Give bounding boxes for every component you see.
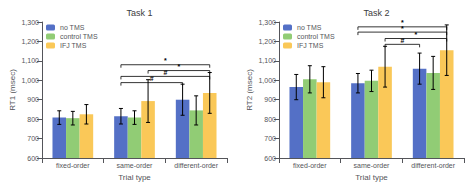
svg-text:Task 2: Task 2 — [363, 8, 389, 18]
svg-text:700: 700 — [264, 135, 276, 142]
svg-text:fixed-order: fixed-order — [56, 162, 90, 169]
svg-text:1,100: 1,100 — [258, 57, 276, 64]
svg-text:1,100: 1,100 — [21, 57, 39, 64]
svg-text:Trial type: Trial type — [355, 173, 388, 182]
svg-text:RT1 (msec): RT1 (msec) — [8, 69, 17, 111]
svg-text:no TMS: no TMS — [60, 24, 85, 31]
svg-text:IFJ TMS: IFJ TMS — [60, 42, 87, 49]
svg-text:1,200: 1,200 — [258, 38, 276, 45]
svg-text:*: * — [401, 19, 404, 26]
svg-text:control TMS: control TMS — [297, 33, 335, 40]
svg-text:800: 800 — [27, 116, 39, 123]
svg-text:600: 600 — [27, 155, 39, 162]
svg-text:1,000: 1,000 — [21, 77, 39, 84]
svg-text:no TMS: no TMS — [297, 24, 322, 31]
svg-text:different-order: different-order — [174, 162, 219, 169]
svg-text:control TMS: control TMS — [60, 33, 98, 40]
svg-text:1,000: 1,000 — [258, 77, 276, 84]
svg-text:same-order: same-order — [354, 162, 390, 169]
svg-text:*: * — [164, 57, 167, 64]
svg-text:1,300: 1,300 — [21, 19, 39, 26]
svg-text:RT2 (msec): RT2 (msec) — [245, 69, 254, 111]
svg-text:*: * — [178, 63, 181, 70]
svg-text:800: 800 — [264, 116, 276, 123]
svg-text:#: # — [163, 69, 167, 76]
svg-text:1,300: 1,300 — [258, 19, 276, 26]
svg-text:1,200: 1,200 — [21, 38, 39, 45]
svg-text:#: # — [400, 37, 404, 44]
svg-text:900: 900 — [264, 96, 276, 103]
svg-text:IFJ TMS: IFJ TMS — [297, 42, 324, 49]
svg-text:700: 700 — [27, 135, 39, 142]
svg-text:600: 600 — [264, 155, 276, 162]
svg-text:Task 1: Task 1 — [126, 8, 152, 18]
svg-text:different-order: different-order — [411, 162, 456, 169]
svg-text:same-order: same-order — [117, 162, 153, 169]
svg-text:Trial type: Trial type — [118, 173, 151, 182]
svg-text:fixed-order: fixed-order — [293, 162, 327, 169]
svg-text:900: 900 — [27, 96, 39, 103]
